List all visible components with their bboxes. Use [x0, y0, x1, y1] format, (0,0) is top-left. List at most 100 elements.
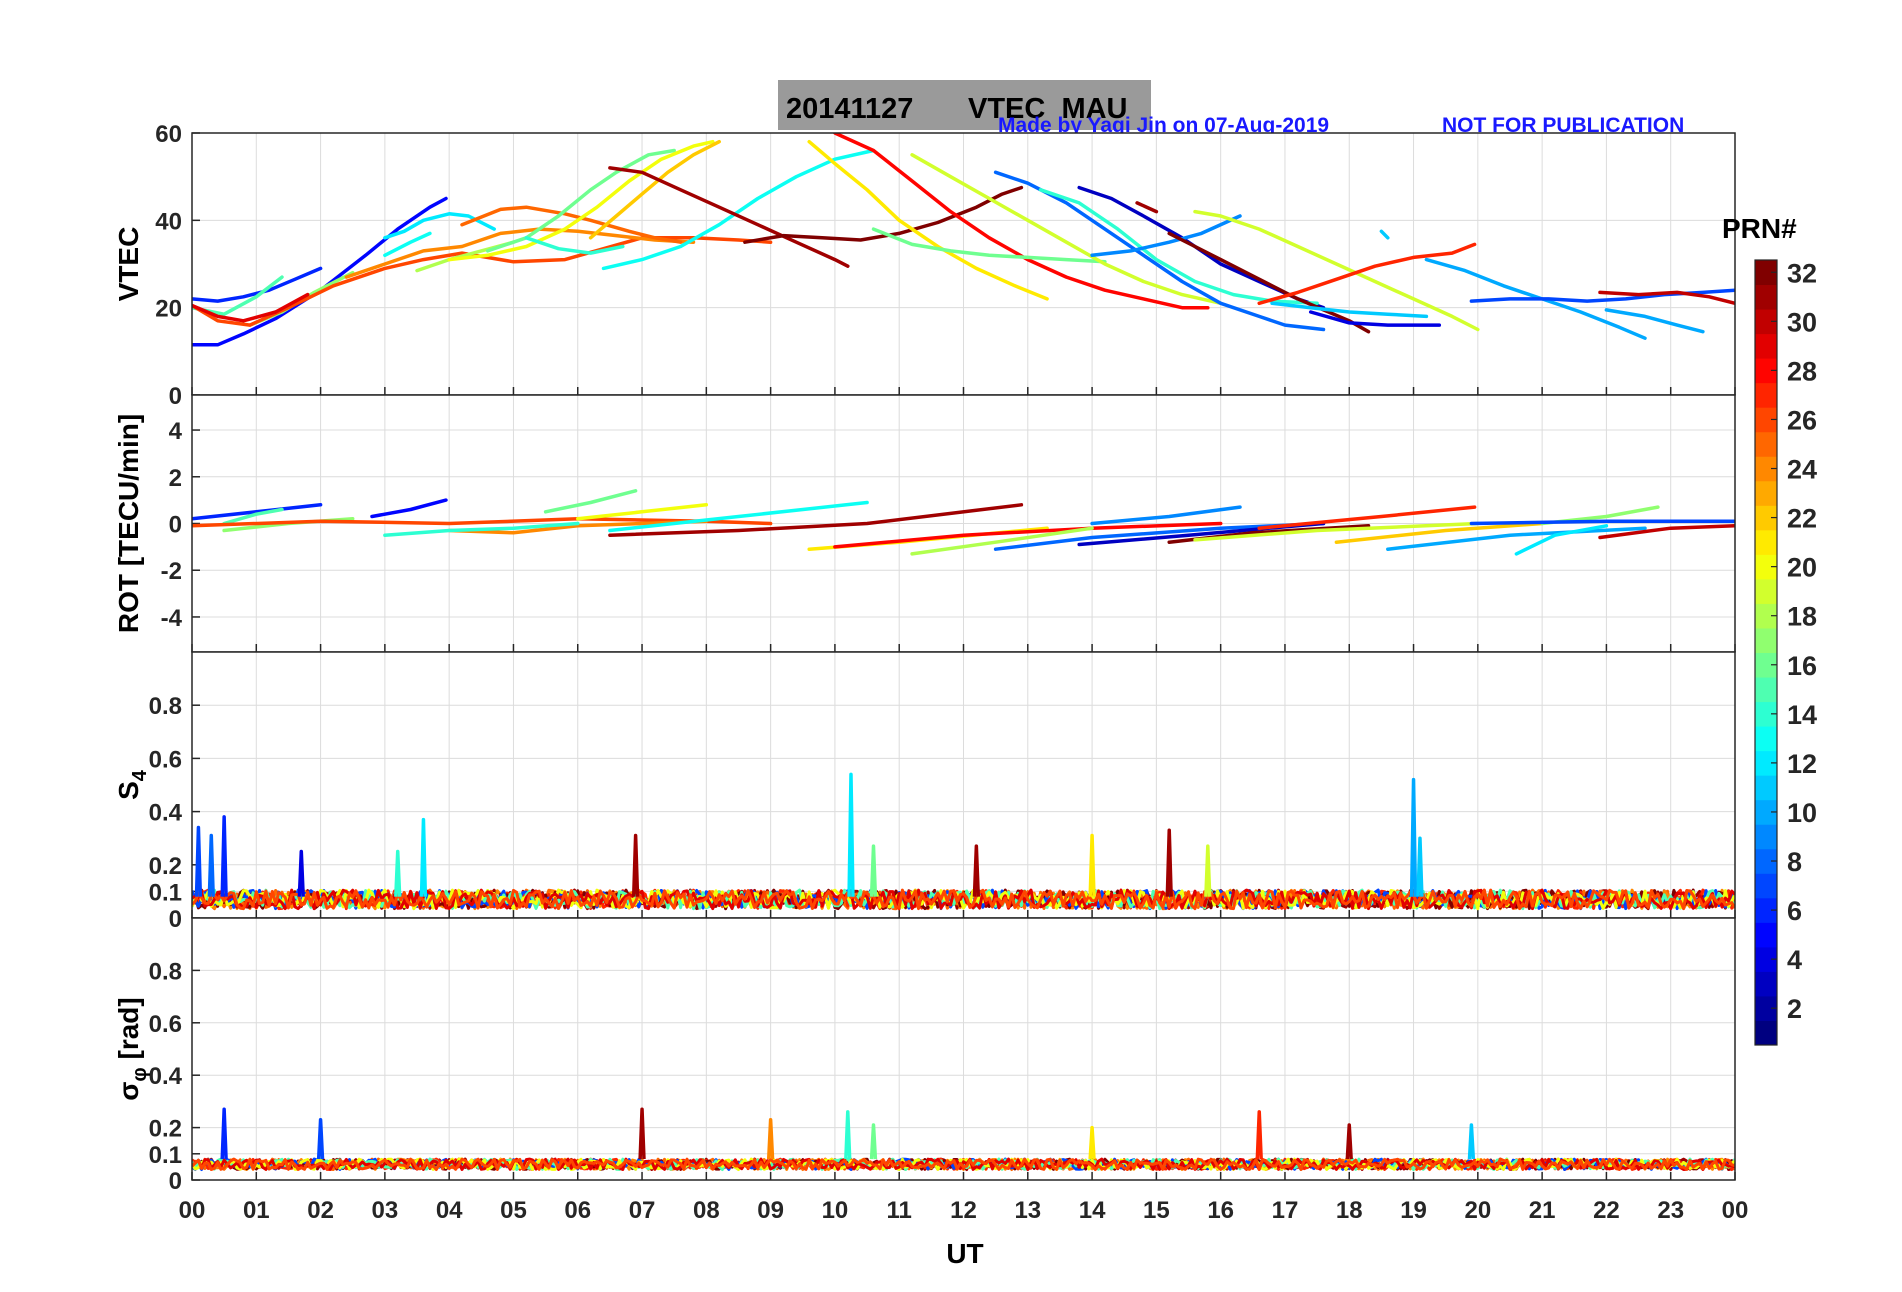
series-prn-13 — [383, 231, 432, 258]
colorbar-tick-label: 20 — [1787, 553, 1817, 583]
series-prn-6 — [192, 266, 323, 303]
peak-prn-12 — [419, 817, 428, 897]
colorbar-segment — [1755, 603, 1777, 629]
peak-prn-6 — [220, 1107, 228, 1160]
peak-prn-27 — [1255, 1110, 1263, 1160]
colorbar-tick-label: 26 — [1787, 405, 1817, 435]
axes-frame-sigma_phi — [191, 917, 1736, 1181]
colorbar-segment — [1755, 946, 1777, 972]
x-tick-label: 23 — [1657, 1197, 1684, 1224]
y-tick-label: 0.6 — [149, 1011, 182, 1038]
series-prn-29 — [192, 292, 310, 323]
x-tick-label: 02 — [307, 1197, 334, 1224]
peak-prn-31 — [638, 1107, 646, 1160]
y-tick-label: -2 — [161, 558, 182, 585]
series-prn-31 — [1135, 201, 1159, 214]
noise-trace-prn-29 — [192, 1157, 1735, 1171]
y-tick-label: 0.2 — [149, 853, 182, 880]
peak-prn-8 — [207, 833, 215, 897]
x-tick-label: 16 — [1207, 1197, 1234, 1224]
x-tick-label: 15 — [1143, 1197, 1170, 1224]
credit-text: Made by Yaqi Jin on 07-Aug-2019 — [998, 114, 1329, 137]
colorbar-segment — [1755, 382, 1777, 408]
peak-prn-14 — [394, 849, 402, 897]
series-prn-20 — [447, 139, 715, 262]
x-tick-label: 12 — [950, 1197, 977, 1224]
x-tick-label: 10 — [822, 1197, 849, 1224]
colorbar-segment — [1755, 775, 1777, 801]
colorbar-segment — [1755, 358, 1777, 384]
series-prn-32 — [743, 185, 1024, 244]
peak-prn-10 — [1409, 777, 1418, 897]
series-prn-28 — [833, 133, 1210, 310]
colorbar-segment — [1755, 971, 1777, 997]
colorbar-segment — [1755, 260, 1777, 286]
series-prn-20 — [576, 503, 709, 521]
series-prn-13 — [608, 500, 869, 533]
noise-trace-prn-20 — [192, 888, 1735, 911]
y-axis-label-rot: ROT [TECU/min] — [113, 414, 144, 633]
y-tick-label: 40 — [155, 208, 182, 235]
y-tick-label: 0.6 — [149, 746, 182, 773]
x-tick-label: 21 — [1529, 1197, 1556, 1224]
colorbar-segment — [1755, 627, 1777, 653]
colorbar-segment — [1755, 554, 1777, 580]
y-tick-label: 0.1 — [149, 1142, 182, 1169]
peak-prn-12 — [847, 772, 855, 897]
series-prn-22 — [1334, 521, 1544, 544]
peak-prn-21 — [1088, 833, 1096, 897]
series-prn-24 — [344, 227, 696, 279]
series-prn-12 — [1514, 524, 1609, 556]
colorbar-tick-label: 12 — [1787, 749, 1817, 779]
colorbar-segment — [1755, 873, 1777, 899]
colorbar-tick-label: 18 — [1787, 602, 1817, 632]
series-prn-21 — [807, 139, 1049, 301]
x-tick-label: 03 — [372, 1197, 399, 1224]
series-prn-26 — [192, 236, 773, 327]
colorbar-segment — [1755, 995, 1777, 1021]
colorbar-segment — [1755, 1020, 1777, 1046]
colorbar-segment — [1755, 799, 1777, 825]
series-prn-14 — [524, 236, 625, 255]
colorbar-tick-label: 16 — [1787, 651, 1817, 681]
x-tick-label: 17 — [1272, 1197, 1299, 1224]
x-tick-label: 18 — [1336, 1197, 1363, 1224]
x-tick-label: 13 — [1014, 1197, 1041, 1224]
colorbar-segment — [1755, 480, 1777, 506]
series-prn-31 — [608, 503, 1024, 537]
y-tick-label: 0.2 — [149, 1116, 182, 1143]
series-prn-30 — [1598, 524, 1735, 540]
series-group-sigma_phi — [192, 1107, 1735, 1171]
colorbar-segment — [1755, 750, 1777, 776]
x-tick-label: 07 — [629, 1197, 656, 1224]
colorbar-tick-label: 30 — [1787, 307, 1817, 337]
panel-vtec: 0 20 40 60 VTEC — [113, 121, 1736, 410]
peak-prn-31 — [1165, 828, 1173, 897]
colorbar-segment — [1755, 677, 1777, 703]
x-tick-label: 01 — [243, 1197, 270, 1224]
colorbar-segment — [1755, 505, 1777, 531]
y-tick-label: 0.8 — [149, 693, 182, 720]
x-tick-label: 00 — [179, 1197, 206, 1224]
series-prn-27 — [1257, 505, 1477, 530]
notice-text: NOT FOR PUBLICATION — [1442, 114, 1684, 137]
series-prn-14 — [383, 521, 580, 537]
peak-prn-4 — [297, 849, 305, 897]
peak-prn-11 — [1416, 836, 1424, 897]
x-tick-label: 06 — [564, 1197, 591, 1224]
series-prn-22 — [588, 139, 721, 240]
colorbar-segment — [1755, 333, 1777, 359]
peak-prn-6 — [220, 815, 228, 897]
colorbar-segment — [1755, 309, 1777, 335]
colorbar-segment — [1755, 824, 1777, 850]
series-prn-7 — [1469, 288, 1735, 303]
series-prn-9 — [1090, 505, 1242, 526]
peak-prn-11 — [1467, 1123, 1476, 1160]
series-group-vtec — [192, 133, 1735, 347]
x-tick-label: 11 — [887, 1197, 912, 1224]
y-tick-label: 0 — [169, 383, 182, 410]
peak-prn-31 — [631, 833, 640, 897]
y-axis-label-vtec: VTEC — [113, 227, 144, 302]
y-tick-label: -4 — [161, 605, 183, 632]
